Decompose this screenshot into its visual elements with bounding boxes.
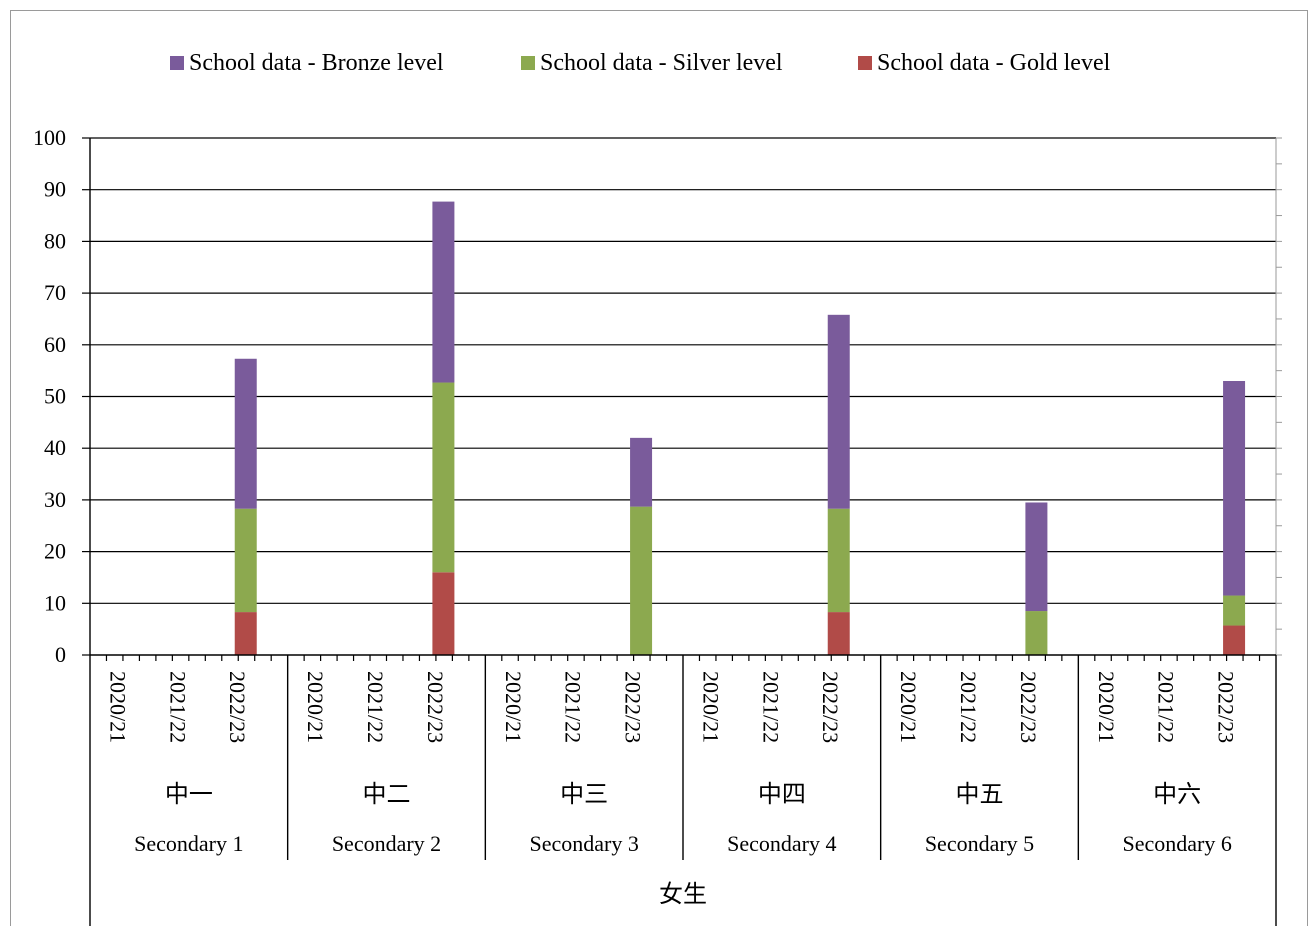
grade-label-en: Secondary 5 <box>925 831 1034 856</box>
x-tick-label: 2021/22 <box>956 671 981 743</box>
gender-group-label: 女生 <box>659 881 707 908</box>
bar-segment <box>432 201 455 383</box>
bar-segment <box>234 508 257 613</box>
y-tick-label: 20 <box>44 539 66 564</box>
bar-segment <box>432 382 455 573</box>
grade-label-en: Secondary 4 <box>727 831 836 856</box>
x-tick-label: 2020/21 <box>105 671 130 743</box>
grade-label-cn: 中六 <box>1153 781 1201 808</box>
bar-segment <box>234 612 257 655</box>
grade-label-en: Secondary 2 <box>332 831 441 856</box>
y-tick-label: 50 <box>44 384 66 409</box>
y-tick-label: 80 <box>44 228 66 253</box>
bar-segment <box>827 612 850 655</box>
y-tick-label: 10 <box>44 590 66 615</box>
grade-label-cn: 中五 <box>956 781 1004 808</box>
bar-segment <box>234 358 257 509</box>
chart-frame <box>10 10 1308 926</box>
y-tick-label: 40 <box>44 435 66 460</box>
x-tick-label: 2022/23 <box>225 671 250 743</box>
legend-label: School data - Silver level <box>540 50 783 76</box>
x-tick-label: 2022/23 <box>423 671 448 743</box>
bar-segment <box>827 508 850 613</box>
bar-segment <box>1223 380 1246 596</box>
x-tick-label: 2020/21 <box>896 671 921 743</box>
bar-segment <box>1223 625 1246 655</box>
x-axis-categories: 2020/21 2021/22 2022/23 中一 Secondary 1 2020/2… <box>89 655 1277 926</box>
legend-label: School data - Bronze level <box>189 50 444 76</box>
bar-segment <box>1223 595 1246 626</box>
x-tick-label: 2021/22 <box>363 671 388 743</box>
y-tick-label: 0 <box>55 642 66 667</box>
legend-swatch <box>521 56 535 70</box>
grade-label-en: Secondary 6 <box>1122 831 1231 856</box>
x-tick-label: 2021/22 <box>758 671 783 743</box>
gridlines <box>90 137 1276 604</box>
y-tick-label: 30 <box>44 487 66 512</box>
bar-segment <box>630 506 653 655</box>
bar-segment <box>630 437 653 507</box>
x-tick-label: 2021/22 <box>1154 671 1179 743</box>
grade-label-cn: 中二 <box>363 781 411 808</box>
bar-segment <box>432 572 455 655</box>
x-tick-label: 2021/22 <box>561 671 586 743</box>
x-tick-label: 2022/23 <box>1016 671 1041 743</box>
y-tick-label: 70 <box>44 280 66 305</box>
legend-label: School data - Gold level <box>877 50 1111 76</box>
legend-swatch <box>858 56 872 70</box>
x-tick-label: 2021/22 <box>165 671 190 743</box>
legend: School data - Bronze level School data - … <box>170 50 1111 76</box>
grade-label-cn: 中一 <box>165 781 213 808</box>
y-tick-label: 100 <box>33 125 66 150</box>
x-tick-label: 2022/23 <box>1214 671 1239 743</box>
x-tick-label: 2022/23 <box>818 671 843 743</box>
bars <box>234 201 1246 655</box>
legend-swatch <box>170 56 184 70</box>
grade-label-cn: 中四 <box>758 781 806 808</box>
grade-label-en: Secondary 1 <box>134 831 243 856</box>
bar-segment <box>827 314 850 509</box>
y-axis-ticks: 0 10 20 30 40 50 60 70 80 90 100 <box>33 125 1282 667</box>
bar-segment <box>1025 502 1048 612</box>
x-tick-label: 2020/21 <box>501 671 526 743</box>
x-tick-label: 2020/21 <box>1094 671 1119 743</box>
grade-label-en: Secondary 3 <box>529 831 638 856</box>
x-tick-label: 2020/21 <box>698 671 723 743</box>
x-tick-label: 2020/21 <box>303 671 328 743</box>
y-tick-label: 60 <box>44 332 66 357</box>
grade-label-cn: 中三 <box>560 781 608 808</box>
bar-segment <box>1025 611 1048 655</box>
x-tick-label: 2022/23 <box>621 671 646 743</box>
y-tick-label: 90 <box>44 177 66 202</box>
